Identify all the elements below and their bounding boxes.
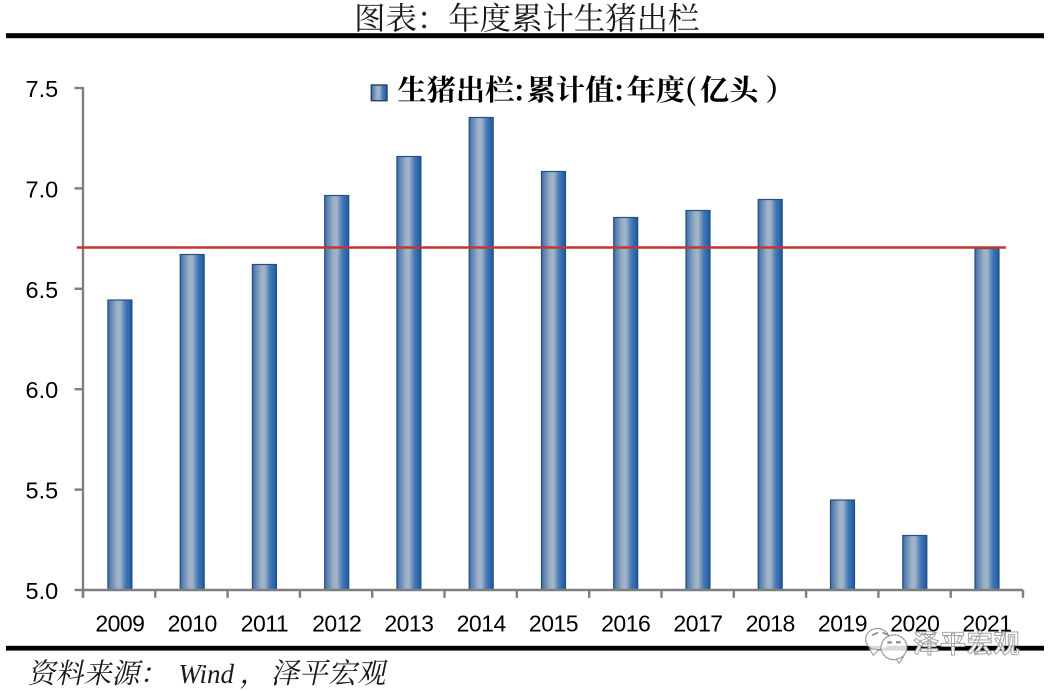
svg-text:7.0: 7.0	[26, 176, 59, 202]
svg-text:2015: 2015	[529, 611, 578, 637]
svg-text:Wind: Wind	[179, 659, 235, 689]
svg-text:2014: 2014	[457, 611, 507, 637]
svg-text:2010: 2010	[168, 611, 217, 637]
svg-text:2021: 2021	[962, 611, 1011, 637]
svg-text:2009: 2009	[95, 611, 144, 637]
svg-text:2017: 2017	[673, 611, 722, 637]
svg-text:5.5: 5.5	[26, 478, 59, 504]
svg-text:2018: 2018	[746, 611, 795, 637]
svg-text:5.0: 5.0	[26, 578, 59, 604]
svg-text:2013: 2013	[384, 611, 433, 637]
svg-text:6.5: 6.5	[26, 277, 59, 303]
svg-text:2016: 2016	[601, 611, 650, 637]
svg-text:6.0: 6.0	[26, 377, 59, 403]
svg-text:7.5: 7.5	[26, 76, 59, 102]
svg-text:2011: 2011	[241, 611, 288, 637]
svg-text:2012: 2012	[312, 611, 361, 637]
svg-text:2019: 2019	[818, 611, 867, 637]
